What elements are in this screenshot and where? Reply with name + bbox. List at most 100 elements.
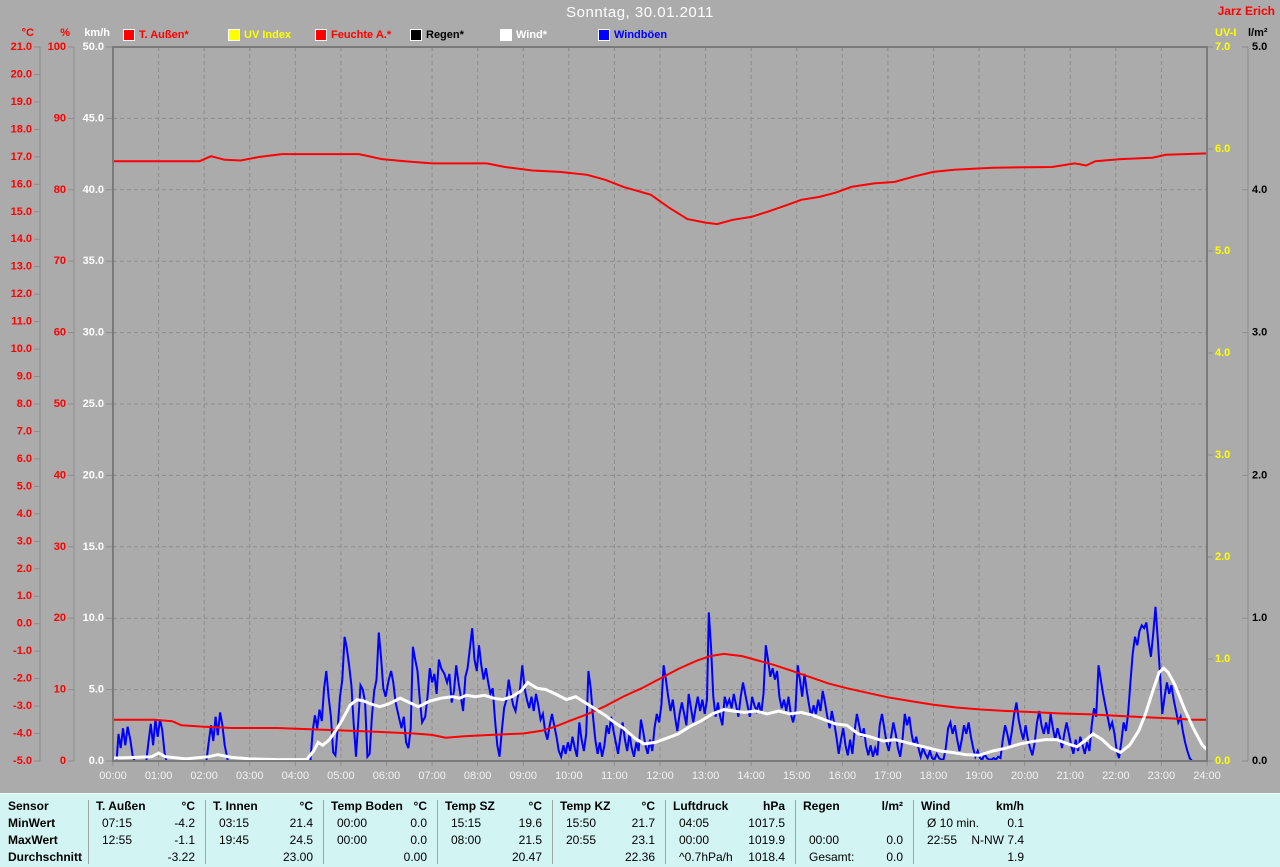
x-axis: 00:00 01:00 02:00 03:00 04:00 05:00 06:00 07:00… bbox=[99, 47, 1221, 782]
axis-label: 19.0 bbox=[11, 96, 32, 108]
t-au-en-max-value: -1.1 bbox=[174, 833, 195, 847]
axis-label: 1.0 bbox=[1215, 653, 1230, 665]
temp-kz-max-value: 23.1 bbox=[631, 833, 655, 847]
col-header-t-au-en: T. Außen bbox=[96, 799, 146, 813]
row-label-durchschnitt: Durchschnitt bbox=[8, 850, 83, 864]
row-label-maxwert: MaxWert bbox=[8, 833, 58, 847]
weather-chart: 21.0 20.0 19.0 18.0 17.0 16.0 15.0 14.0 13.0 12.0… bbox=[11, 27, 1268, 782]
legend-item-windb-en: Windböen bbox=[598, 29, 667, 41]
axis-label: 08:00 bbox=[464, 770, 492, 782]
wind-series bbox=[112, 666, 1209, 762]
axis-label: 21.0 bbox=[11, 41, 32, 53]
col-unit-wind: km/h bbox=[995, 799, 1024, 813]
temp-sz-min-time: 15:15 bbox=[451, 816, 482, 830]
axis-label: 15:00 bbox=[783, 770, 811, 782]
axis-label: 18:00 bbox=[920, 770, 948, 782]
col-header-temp-sz: Temp SZ bbox=[445, 799, 495, 813]
axis-label: 02:00 bbox=[190, 770, 218, 782]
axis-label: 01:00 bbox=[145, 770, 173, 782]
col-header-t-innen: T. Innen bbox=[213, 799, 258, 813]
legend-label: Wind* bbox=[516, 29, 548, 41]
column-divider bbox=[88, 800, 89, 864]
t-au-en-min-time: 07:15 bbox=[102, 816, 133, 830]
axis-label: 50 bbox=[54, 398, 66, 410]
luftdruck-min-time: 04:05 bbox=[679, 816, 710, 830]
axis-label: 20 bbox=[54, 612, 66, 624]
legend-label: UV Index bbox=[244, 29, 292, 41]
axis-label: -5.0 bbox=[13, 755, 32, 767]
t-innen-min-value: 21.4 bbox=[289, 816, 313, 830]
axis-label: 100 bbox=[48, 41, 66, 53]
axis-label: 30.0 bbox=[83, 327, 104, 339]
temp-kz-avg-value: 22.36 bbox=[624, 850, 655, 864]
regen-max-value: 0.0 bbox=[886, 833, 903, 847]
row-label-sensor: Sensor bbox=[8, 799, 49, 813]
windb-en-swatch-icon bbox=[598, 29, 610, 41]
col-unit-temp-sz: °C bbox=[528, 799, 542, 813]
wind-swatch-icon bbox=[500, 29, 512, 41]
axis-label: 19:00 bbox=[965, 770, 993, 782]
axis-label: 21:00 bbox=[1056, 770, 1084, 782]
axis-label: 5.0 bbox=[1252, 41, 1267, 53]
axis-label: 1.0 bbox=[1252, 612, 1267, 624]
col-unit-temp-boden: °C bbox=[413, 799, 427, 813]
regen-avg-time: Gesamt: bbox=[809, 850, 855, 864]
axis-label: 20.0 bbox=[83, 469, 104, 481]
axis-label: 0.0 bbox=[1252, 755, 1267, 767]
regen-avg-value: 0.0 bbox=[886, 850, 903, 864]
axis-label: 7.0 bbox=[1215, 41, 1230, 53]
axis-label: 12.0 bbox=[11, 288, 32, 300]
axis-label: 6.0 bbox=[17, 453, 32, 465]
axis-label: 7.0 bbox=[17, 425, 32, 437]
column-divider bbox=[552, 800, 553, 864]
t-innen-avg-value: 23.00 bbox=[282, 850, 313, 864]
axis-label: 23:00 bbox=[1148, 770, 1176, 782]
axis-label: 17:00 bbox=[874, 770, 902, 782]
column-divider bbox=[205, 800, 206, 864]
legend-label: T. Außen* bbox=[139, 29, 189, 41]
col-header-luftdruck: Luftdruck bbox=[673, 799, 729, 813]
col-header-temp-kz: Temp KZ bbox=[560, 799, 611, 813]
axis-label: 25.0 bbox=[83, 398, 104, 410]
uv-index-swatch-icon bbox=[228, 29, 240, 41]
wind-min-value: 0.1 bbox=[1007, 816, 1024, 830]
axis-label: 4.0 bbox=[1215, 347, 1230, 359]
t-au-en-max-time: 12:55 bbox=[102, 833, 133, 847]
axis-label: 5.0 bbox=[17, 480, 32, 492]
axis-label: 20.0 bbox=[11, 68, 32, 80]
column-divider bbox=[437, 800, 438, 864]
axis-label: 13:00 bbox=[692, 770, 720, 782]
axis-label: 40 bbox=[54, 469, 66, 481]
temp-boden-avg-value: 0.00 bbox=[403, 850, 427, 864]
temp-sz-avg-value: 20.47 bbox=[511, 850, 542, 864]
axis-label: 0.0 bbox=[17, 618, 32, 630]
legend-item-wind: Wind* bbox=[500, 29, 547, 41]
axis-label: 40.0 bbox=[83, 184, 104, 196]
axis-label: 2.0 bbox=[1215, 551, 1230, 563]
col-unit-regen: l/m² bbox=[881, 799, 903, 813]
temp-sz-max-value: 21.5 bbox=[518, 833, 542, 847]
axis-label: °C bbox=[22, 27, 34, 39]
col-unit-luftdruck: hPa bbox=[762, 799, 785, 813]
axis-label: 11.0 bbox=[11, 316, 32, 328]
column-divider bbox=[323, 800, 324, 864]
axis-label: 4.0 bbox=[17, 508, 32, 520]
axis-label: 35.0 bbox=[83, 255, 104, 267]
axis-label: 09:00 bbox=[509, 770, 537, 782]
wind-min-time: Ø 10 min. bbox=[927, 816, 980, 830]
legend-item-feuchte-a: Feuchte A.* bbox=[315, 29, 391, 41]
col-unit-t-innen: °C bbox=[299, 799, 313, 813]
axis-label: 45.0 bbox=[83, 112, 104, 124]
t-au-en-min-value: -4.2 bbox=[174, 816, 195, 830]
author-label: Jarz Erich bbox=[1217, 4, 1275, 18]
axis-label: -4.0 bbox=[13, 728, 32, 740]
axis-label: 10.0 bbox=[83, 612, 104, 624]
axis-label: 20:00 bbox=[1011, 770, 1039, 782]
col-unit-t-au-en: °C bbox=[181, 799, 195, 813]
axis-label: 16.0 bbox=[11, 178, 32, 190]
axis-label: 00:00 bbox=[99, 770, 127, 782]
grid bbox=[113, 47, 1207, 761]
axis-label: 30 bbox=[54, 541, 66, 553]
